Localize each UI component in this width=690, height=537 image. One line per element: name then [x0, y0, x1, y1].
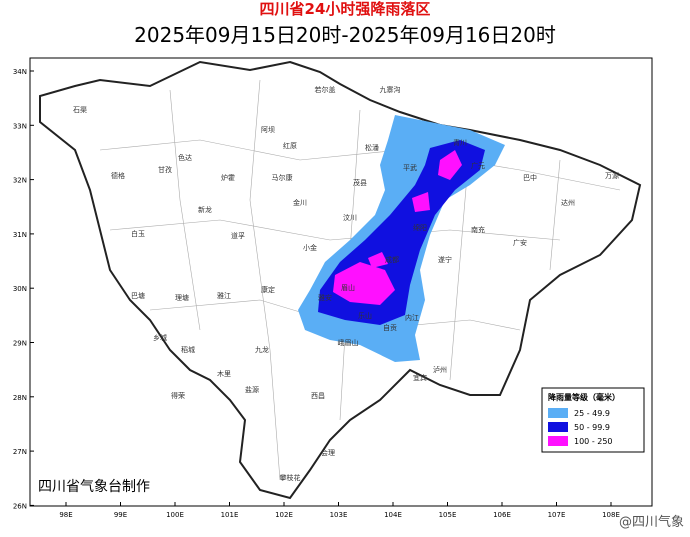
- place-label: 雅江: [217, 291, 231, 300]
- legend-swatch: [548, 422, 568, 432]
- x-tick-label: 104E: [384, 511, 402, 519]
- subtitle: 2025年09月15日20时-2025年09月16日20时: [134, 23, 556, 47]
- place-label: 成都: [385, 255, 399, 264]
- y-tick-label: 29N: [13, 340, 27, 348]
- place-label: 木里: [217, 369, 231, 378]
- place-label: 会理: [321, 448, 335, 457]
- place-label: 西昌: [311, 392, 325, 400]
- place-label: 九龙: [255, 345, 269, 354]
- place-label: 攀枝花: [280, 473, 301, 482]
- place-label: 茂县: [353, 178, 367, 187]
- place-label: 九寨沟: [380, 85, 401, 94]
- title: 四川省24小时强降雨落区: [260, 0, 431, 18]
- place-label: 新龙: [198, 205, 212, 214]
- watermark: @四川气象: [619, 514, 684, 530]
- place-label: 得荣: [171, 391, 185, 400]
- rain-100-250: [438, 150, 462, 180]
- place-label: 万源: [605, 171, 619, 180]
- place-label: 自贡: [383, 323, 397, 332]
- place-label: 炉霍: [221, 173, 235, 182]
- y-tick-label: 31N: [13, 231, 27, 239]
- place-label: 内江: [405, 313, 419, 322]
- x-tick-label: 107E: [548, 511, 566, 519]
- place-label: 达州: [561, 198, 575, 207]
- rain-100-250: [368, 252, 388, 268]
- place-label: 绵阳: [413, 223, 427, 232]
- place-label: 稻城: [181, 345, 195, 354]
- place-label: 色达: [178, 153, 192, 162]
- x-tick-label: 102E: [275, 511, 293, 519]
- legend-label: 100 - 250: [574, 437, 613, 446]
- place-label: 宜宾: [413, 373, 427, 382]
- y-tick-label: 33N: [13, 122, 27, 130]
- x-tick-label: 98E: [59, 511, 72, 519]
- place-label: 平武: [403, 163, 417, 172]
- place-label: 汶川: [343, 213, 357, 222]
- place-label: 石渠: [73, 105, 87, 114]
- legend-swatch: [548, 408, 568, 418]
- place-label: 小金: [303, 243, 317, 252]
- place-label: 眉山: [341, 283, 355, 292]
- place-label: 青川: [453, 138, 467, 147]
- x-tick-label: 106E: [493, 511, 511, 519]
- x-tick-label: 105E: [439, 511, 457, 519]
- x-tick-label: 108E: [602, 511, 620, 519]
- place-label: 南充: [471, 225, 485, 234]
- x-tick-label: 100E: [166, 511, 184, 519]
- place-label: 白玉: [131, 229, 145, 238]
- place-label: 红原: [283, 141, 297, 150]
- y-tick-label: 28N: [13, 394, 27, 402]
- legend-label: 50 - 99.9: [574, 423, 610, 432]
- place-label: 遂宁: [438, 255, 452, 264]
- x-tick-label: 103E: [330, 511, 348, 519]
- place-label: 泸州: [433, 365, 447, 374]
- place-label: 阿坝: [261, 125, 275, 134]
- x-tick-label: 99E: [114, 511, 127, 519]
- place-label: 盐源: [245, 385, 259, 394]
- y-tick-label: 32N: [13, 177, 27, 185]
- place-label: 理塘: [175, 293, 189, 302]
- x-tick-label: 101E: [221, 511, 239, 519]
- credit: 四川省气象台制作: [38, 479, 150, 495]
- place-label: 广安: [513, 238, 527, 247]
- place-label: 若尔盖: [315, 85, 336, 94]
- place-label: 乐山: [358, 311, 372, 320]
- y-tick-label: 27N: [13, 448, 27, 456]
- place-label: 金川: [293, 198, 307, 207]
- place-label: 德格: [111, 171, 125, 180]
- place-label: 巴中: [523, 173, 537, 182]
- place-label: 雅安: [318, 293, 332, 302]
- rain-100-250: [333, 262, 395, 305]
- place-label: 马尔康: [272, 173, 293, 182]
- place-label: 道孚: [231, 231, 245, 240]
- place-label: 康定: [261, 285, 275, 294]
- rain-100-250: [412, 192, 430, 212]
- place-label: 广元: [471, 161, 485, 170]
- place-label: 乡城: [153, 334, 167, 342]
- legend-title: 降雨量等级（毫米）: [548, 392, 620, 402]
- place-label: 甘孜: [158, 165, 172, 174]
- y-tick-label: 34N: [13, 68, 27, 76]
- place-label: 巴塘: [131, 291, 145, 300]
- place-label: 松潘: [365, 143, 379, 152]
- credit-box: [34, 474, 174, 496]
- place-label: 峨眉山: [338, 338, 359, 347]
- legend-swatch: [548, 436, 568, 446]
- legend-label: 25 - 49.9: [574, 409, 610, 418]
- y-tick-label: 30N: [13, 285, 27, 293]
- y-tick-label: 26N: [13, 502, 27, 510]
